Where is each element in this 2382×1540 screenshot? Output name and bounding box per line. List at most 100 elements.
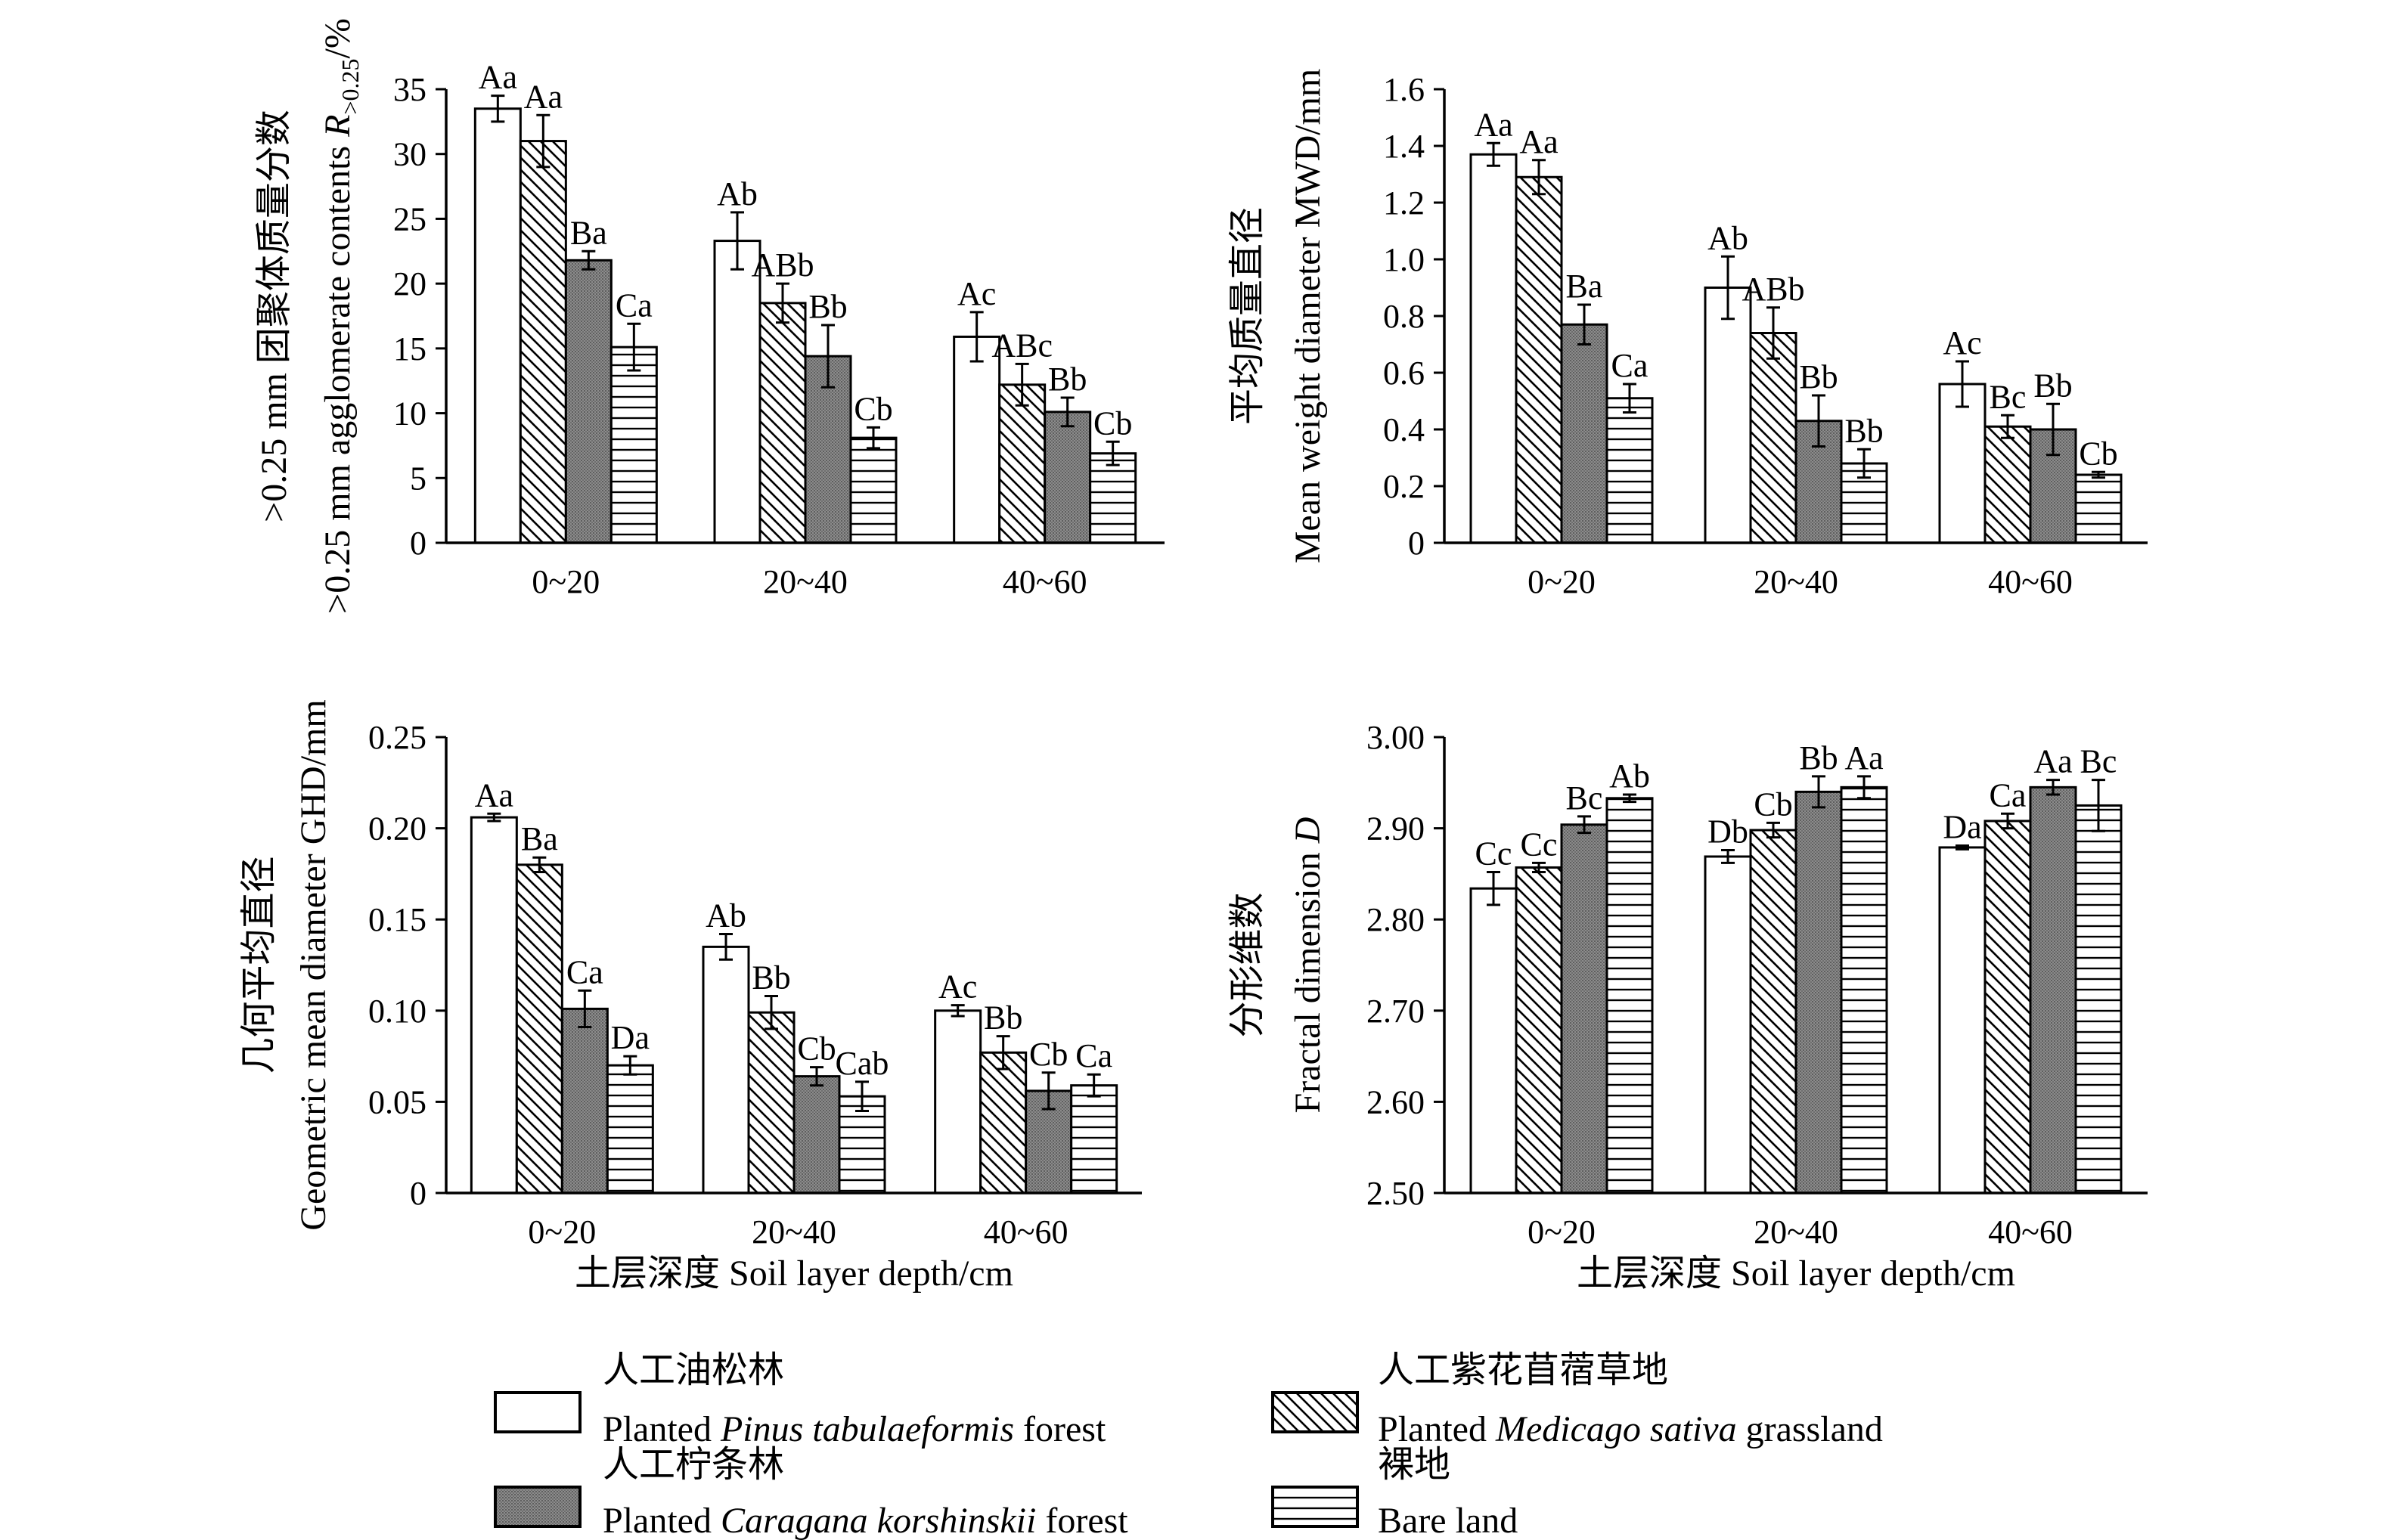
error-bar-r025-s1-c2: [1015, 362, 1029, 407]
sig-label-ghd-s3-c1: Cab: [836, 1045, 889, 1082]
sig-label-ghd-s0-c2: Ac: [938, 968, 977, 1005]
sig-label-mwd-s3-c2: Cb: [2079, 435, 2117, 472]
sig-label-r025-s3-c1: Cb: [854, 390, 892, 427]
bar-r025-s1-c1: [758, 302, 807, 544]
sig-label-mwd-s0-c2: Ac: [1943, 324, 1981, 361]
error-bar-fractal-s3-c2: [2092, 779, 2105, 832]
sig-label-fractal-s1-c1: Cb: [1754, 785, 1792, 823]
error-bar-r025-s0-c1: [730, 211, 744, 271]
error-bar-fractal-s3-c0: [1623, 793, 1636, 804]
bar-r025-s2-c2: [1044, 411, 1092, 544]
bar-r025-s0-c0: [473, 107, 522, 544]
y-tick-label-fractal: 3.00: [1366, 719, 1425, 756]
error-bar-ghd-s3-c2: [1087, 1073, 1101, 1098]
sig-label-r025-s2-c2: Bb: [1048, 361, 1087, 398]
bar-ghd-s1-c1: [747, 1011, 796, 1195]
y-tick-label-mwd: 1.2: [1383, 184, 1425, 222]
bar-fractal-s2-c1: [1794, 790, 1843, 1195]
sig-label-ghd-s2-c2: Cb: [1029, 1036, 1068, 1073]
legend-swatch-medicago: [1271, 1391, 1359, 1433]
y-tick-label-mwd: 1.4: [1383, 128, 1425, 165]
y-tick-label-r025: 30: [393, 136, 426, 173]
bar-mwd-s1-c0: [1515, 175, 1563, 544]
legend-label-en-medicago: Planted Medicago sativa grassland: [1378, 1409, 1883, 1449]
error-bar-ghd-s2-c1: [810, 1066, 823, 1087]
bar-fractal-s3-c1: [1840, 785, 1888, 1195]
legend-label-cn-caragana: 人工柠条林: [603, 1445, 784, 1485]
y-tick-label-r025: 25: [393, 200, 426, 237]
error-bar-r025-s3-c0: [627, 322, 641, 372]
y-tick-label-mwd: 1.6: [1383, 71, 1425, 108]
error-bar-mwd-s3-c1: [1857, 448, 1871, 479]
error-bar-mwd-s0-c2: [1956, 360, 1969, 408]
error-bar-ghd-s2-c0: [578, 989, 592, 1029]
error-bar-ghd-s1-c2: [996, 1035, 1010, 1071]
y-tick-label-ghd: 0.25: [368, 719, 426, 756]
y-tick-label-r025: 20: [393, 265, 426, 302]
x-tick-label-ghd: 40~60: [984, 1213, 1068, 1250]
error-bar-ghd-s1-c1: [765, 995, 778, 1030]
x-tick-label-mwd: 40~60: [1988, 563, 2073, 600]
sig-label-fractal-s2-c0: Bc: [1566, 779, 1603, 816]
error-bar-r025-s1-c0: [536, 113, 551, 169]
y-tick-label-ghd: 0.20: [368, 810, 426, 847]
bar-r025-s1-c0: [519, 140, 567, 544]
y-axis-title-cn-ghd: 几何平均直径: [239, 856, 279, 1074]
sig-label-fractal-s0-c1: Db: [1707, 813, 1748, 851]
error-bar-r025-s0-c2: [969, 311, 984, 363]
legend-item-bare: 裸地 Bare land: [1271, 1445, 1518, 1540]
bar-fractal-s0-c0: [1469, 887, 1518, 1195]
bar-r025-s3-c0: [609, 345, 658, 544]
x-tick-label-fractal: 20~40: [1754, 1213, 1838, 1250]
error-bar-ghd-s2-c2: [1041, 1071, 1056, 1111]
error-bar-fractal-s2-c2: [2046, 779, 2060, 796]
legend-label-cn-medicago: 人工紫花苜蓿草地: [1378, 1350, 1668, 1390]
sig-label-r025-s0-c2: Ac: [957, 275, 996, 312]
sig-label-fractal-s0-c2: Da: [1943, 809, 1981, 846]
bar-mwd-s3-c2: [2074, 473, 2123, 544]
sig-label-fractal-s3-c2: Bc: [2080, 743, 2117, 780]
bar-mwd-s0-c0: [1469, 153, 1518, 544]
sig-label-fractal-s1-c0: Cc: [1521, 826, 1558, 863]
bar-ghd-s3-c0: [606, 1064, 654, 1195]
sig-label-ghd-s1-c1: Bb: [752, 959, 790, 996]
y-tick-label-mwd: 0.4: [1383, 411, 1425, 448]
y-tick-label-mwd: 0.8: [1383, 298, 1425, 335]
bar-fractal-s0-c2: [1938, 846, 1987, 1195]
y-axis-title-en-fractal: Fractal dimension D: [1288, 817, 1328, 1114]
bar-ghd-s0-c1: [702, 945, 750, 1195]
sig-label-ghd-s1-c0: Ba: [521, 820, 558, 857]
error-bar-fractal-s1-c2: [2001, 812, 2014, 830]
y-tick-label-fractal: 2.70: [1366, 993, 1425, 1030]
legend-swatch-bare: [1271, 1486, 1359, 1528]
x-tick-label-mwd: 0~20: [1528, 563, 1596, 600]
error-bar-r025-s1-c1: [776, 282, 789, 324]
bar-r025-s0-c1: [713, 240, 761, 544]
legend-item-pinus: 人工油松林 Planted Pinus tabulaeformis forest: [494, 1350, 1106, 1449]
sig-label-fractal-s1-c2: Ca: [1990, 776, 2027, 813]
y-axis-title-cn-fractal: 分形维数: [1227, 892, 1267, 1037]
legend-label-en-caragana: Planted Caragana korshinskii forest: [603, 1501, 1128, 1540]
sig-label-r025-s1-c1: ABb: [751, 246, 814, 284]
error-bar-mwd-s1-c0: [1532, 159, 1546, 196]
legend-swatch-caragana: [494, 1486, 582, 1528]
sig-label-r025-s3-c0: Ca: [616, 287, 653, 324]
sig-label-ghd-s0-c1: Ab: [706, 897, 746, 934]
error-bar-mwd-s2-c1: [1812, 394, 1825, 448]
y-tick-label-r025: 10: [393, 395, 426, 432]
legend-swatch-pinus: [494, 1391, 582, 1433]
sig-label-r025-s0-c0: Aa: [479, 59, 517, 96]
x-tick-label-fractal: 0~20: [1528, 1213, 1596, 1250]
y-tick-label-mwd: 1.0: [1383, 241, 1425, 278]
error-bar-mwd-s2-c0: [1577, 303, 1591, 345]
error-bar-ghd-s1-c0: [532, 856, 547, 873]
sig-label-ghd-s3-c2: Ca: [1075, 1037, 1112, 1074]
error-bar-ghd-s0-c0: [487, 812, 501, 823]
error-bar-r025-s2-c0: [582, 249, 596, 271]
sig-label-r025-s2-c1: Bb: [808, 288, 847, 325]
x-axis-title-ghd: 土层深度 Soil layer depth/cm: [575, 1253, 1013, 1294]
bar-ghd-s0-c2: [934, 1009, 982, 1195]
bar-mwd-s3-c0: [1605, 397, 1654, 544]
